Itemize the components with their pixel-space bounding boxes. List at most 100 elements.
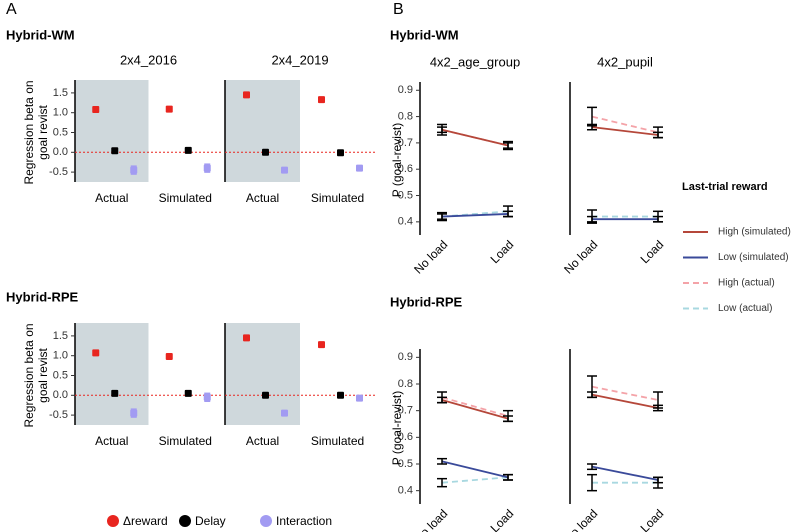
x-tick-label: Actual [246,434,279,448]
dot [165,105,173,113]
y-axis-label: P (goal-revist) [390,123,404,197]
chart-title: 4x2_pupil [597,54,653,69]
y-axis-label: Regression beta on [22,323,36,427]
y-tick-label: -0.5 [49,409,68,421]
subplot: 2x4_2016 -0.5 0.0 0.5 1.0 1.5 Regression beta … [22,52,222,205]
y-tick-label: 1.0 [53,350,68,362]
shaded-region [225,80,300,182]
y-tick-label: -0.5 [49,166,68,178]
series-line [441,396,509,417]
series-line [441,460,509,479]
shaded-region [75,80,149,182]
dot [203,164,211,172]
y-tick-label: 0.5 [53,126,68,138]
series-line [441,128,509,147]
x-tick-label: No load [561,506,600,532]
x-tick-label: Load [638,237,667,266]
dot [281,409,288,417]
y-tick-label: 0.5 [398,458,413,470]
y-tick-label: 0.8 [398,378,413,390]
subplot: -0.5 0.0 0.5 1.0 1.5 Regression beta on goal r… [22,323,222,448]
dot [262,391,269,399]
y-tick-label: 0.4 [398,216,413,228]
y-tick-label: 0.7 [398,405,413,417]
dot [356,164,363,172]
series-line [591,385,659,401]
y-tick-label: 1.5 [53,87,68,99]
chart-title: 2x4_2019 [271,52,328,67]
series-line [441,213,509,218]
y-axis-label: Regression beta on [22,80,36,184]
legend-marker [179,515,191,527]
dot [92,349,100,357]
row-title: Hybrid-WM [6,27,75,42]
dot [92,106,100,114]
dot [111,147,119,155]
legend-title: Last-trial reward [682,181,768,193]
x-tick-label: Actual [95,191,128,205]
panel-label: A [6,1,17,18]
subplot: 4x2_pupil No load Load [561,54,666,276]
y-tick-label: 0.9 [398,84,413,96]
dot [318,96,325,104]
series-line [441,476,509,484]
series-line [591,115,659,134]
chart-title: 2x4_2016 [120,52,177,67]
shaded-region [225,323,300,425]
subplot: 2x4_2019 Actual Simulated [224,52,375,205]
y-axis-label: P (goal-revist) [390,391,404,465]
dot [165,352,173,360]
dot [356,394,363,402]
dot [262,148,269,156]
y-axis-label: goal revist [36,104,50,159]
legend-label: High (simulated) [718,227,791,238]
legend-marker [260,515,272,527]
chart-title: 4x2_age_group [430,54,520,69]
x-tick-label: Simulated [159,191,212,205]
dot [130,166,138,174]
dot [184,389,192,397]
y-tick-label: 1.5 [53,330,68,342]
subplot: Actual Simulated [224,323,375,448]
series-line [441,399,509,420]
dot [337,391,344,399]
series-line [591,465,659,481]
legend-label: Delay [195,514,226,528]
dot [130,409,138,417]
x-tick-label: Actual [95,434,128,448]
x-tick-label: Simulated [311,434,364,448]
x-tick-label: Simulated [159,434,212,448]
legend-label: Low (simulated) [718,252,789,263]
row-title: Hybrid-WM [390,27,459,42]
dot [337,149,344,157]
dot [281,166,288,174]
row-title: Hybrid-RPE [6,289,79,304]
y-tick-label: 0.5 [53,369,68,381]
shaded-region [75,323,149,425]
legend-label: Low (actual) [718,303,772,314]
y-axis-label: goal revist [36,347,50,402]
panel-label: B [393,1,404,18]
x-tick-label: Actual [246,191,279,205]
legend-label: Δreward [123,514,168,528]
subplot: No load Load [561,349,666,532]
subplot: 0.4 0.5 0.6 0.7 0.8 0.9 P (goal-revist) No load… [390,349,516,532]
legend-label: Interaction [276,514,332,528]
y-tick-label: 1.0 [53,107,68,119]
x-tick-label: No load [411,237,450,276]
series-line [591,126,659,136]
x-tick-label: Load [488,506,517,532]
dot [243,91,250,99]
y-tick-label: 0.6 [398,163,413,175]
dot [318,341,325,349]
row-title: Hybrid-RPE [390,294,463,309]
y-tick-label: 0.8 [398,110,413,122]
dot [111,389,119,397]
x-tick-label: Simulated [311,191,364,205]
legend-marker [107,515,119,527]
y-tick-label: 0.9 [398,351,413,363]
series-line [591,393,659,409]
x-tick-label: No load [411,506,450,532]
dot [243,334,250,342]
